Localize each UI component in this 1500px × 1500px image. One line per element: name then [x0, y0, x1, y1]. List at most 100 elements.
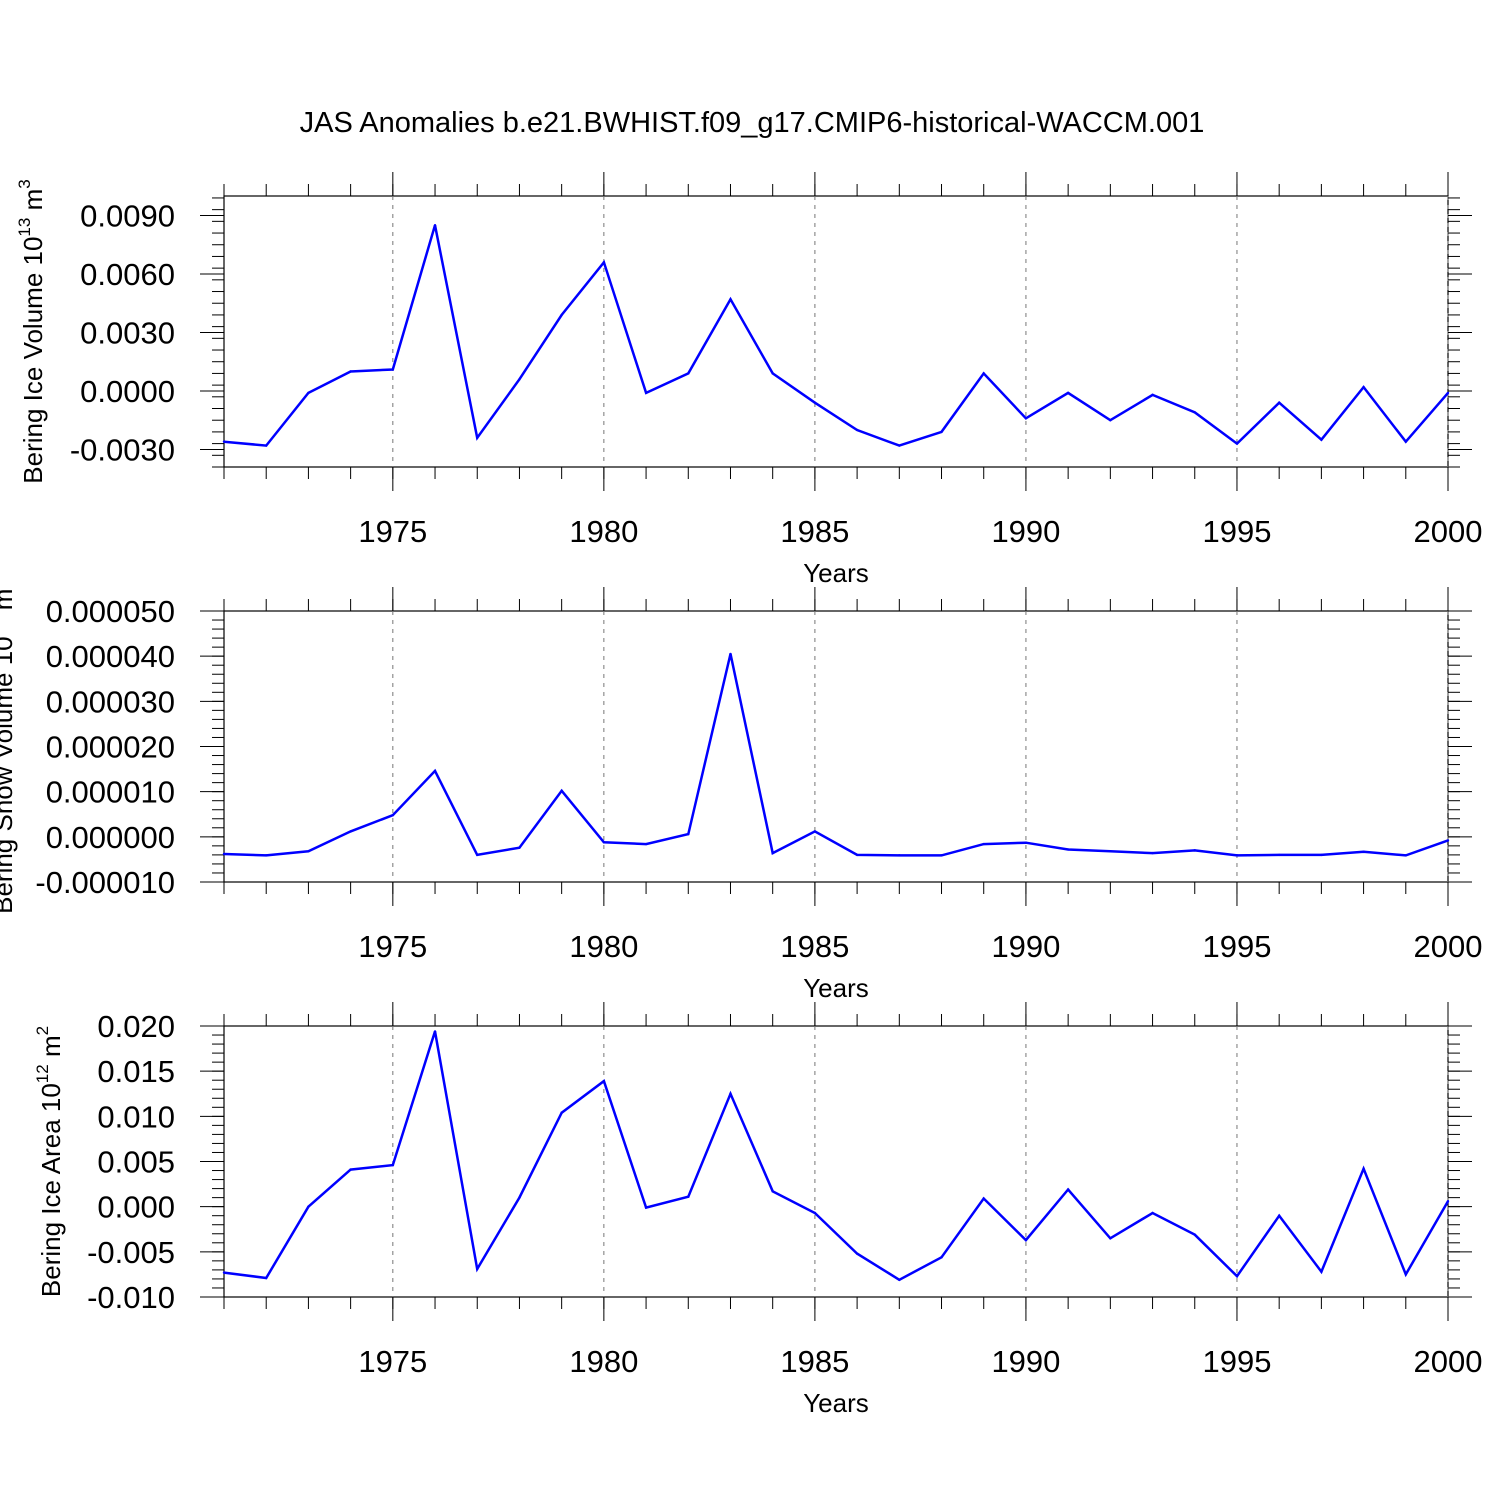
data-point — [1362, 850, 1365, 853]
data-point — [771, 372, 774, 375]
x-tick-label: 2000 — [1414, 1344, 1483, 1379]
data-point — [1320, 853, 1323, 857]
data-point — [898, 1278, 901, 1282]
data-point — [1277, 401, 1281, 404]
data-point — [1320, 1270, 1323, 1273]
y-tick-label: 0.020 — [97, 1009, 175, 1044]
plot-frame — [223, 195, 1449, 468]
x-tick-label: 2000 — [1414, 514, 1483, 549]
y-tick-label: 0.000050 — [46, 594, 175, 629]
data-point — [391, 813, 395, 817]
data-point — [940, 430, 943, 434]
data-point — [1193, 1233, 1196, 1236]
data-point — [265, 854, 268, 857]
x-axis-title: Years — [803, 1388, 869, 1418]
data-point — [1362, 1167, 1365, 1170]
data-point — [1235, 854, 1239, 857]
data-point — [1066, 391, 1070, 395]
data-point — [898, 444, 901, 447]
data-point — [265, 1276, 268, 1280]
data-point — [855, 1252, 859, 1255]
data-point — [1404, 440, 1407, 443]
data-point — [222, 852, 226, 856]
data-point — [855, 853, 859, 857]
series-line — [223, 1031, 1450, 1282]
data-point — [476, 1267, 479, 1271]
plot-frame — [223, 610, 1449, 883]
data-point — [1446, 391, 1450, 395]
data-point — [1024, 841, 1028, 844]
data-point — [349, 1168, 352, 1171]
series-line — [223, 653, 1449, 857]
data-point — [729, 1092, 732, 1095]
y-axis-title-base: Bering Ice Area 10 — [36, 1083, 66, 1297]
data-point — [307, 1205, 310, 1208]
y-axis-title-unit: m — [18, 189, 48, 218]
data-point — [1446, 1200, 1450, 1203]
data-point — [1446, 839, 1450, 842]
y-tick-label: 0.0060 — [80, 257, 175, 292]
data-point — [644, 391, 648, 395]
y-tick-label: 0.0030 — [80, 315, 175, 350]
y-axis-title-base: Bering Ice Volume 10 — [18, 237, 48, 484]
svg-text:Bering Ice Volume 1013 m3: Bering Ice Volume 1013 m3 — [15, 179, 48, 483]
data-point — [349, 370, 352, 373]
x-tick-label: 1995 — [1202, 929, 1271, 964]
x-tick-label: 1990 — [991, 929, 1060, 964]
y-tick-label: 0.000010 — [46, 775, 175, 810]
x-tick-label: 1980 — [569, 514, 638, 549]
data-point — [1193, 849, 1196, 852]
data-point — [729, 298, 732, 301]
y-tick-label: 0.000020 — [46, 730, 175, 765]
x-tick-label: 1985 — [780, 514, 849, 549]
data-point — [433, 1030, 437, 1033]
x-axis-title: Years — [803, 558, 869, 588]
data-point — [1320, 438, 1323, 441]
data-point — [687, 1195, 690, 1198]
y-axis-title-exp2: 3 — [0, 579, 4, 588]
data-point — [1109, 419, 1112, 422]
y-tick-label: -0.010 — [87, 1280, 175, 1315]
y-tick-label: 0.000000 — [46, 820, 175, 855]
y-axis-title-exp1: 13 — [15, 218, 34, 237]
data-point — [771, 851, 774, 855]
data-point — [687, 832, 690, 836]
data-point — [898, 854, 901, 857]
data-point — [982, 1197, 985, 1200]
x-tick-label: 1985 — [780, 1344, 849, 1379]
data-point — [855, 428, 859, 432]
y-tick-label: 0.005 — [97, 1145, 175, 1180]
data-point — [1193, 411, 1196, 414]
y-axis-title-exp2: 2 — [33, 1026, 52, 1035]
series-line — [223, 224, 1449, 447]
data-point — [1066, 1188, 1070, 1191]
y-tick-label: 0.0000 — [80, 374, 175, 409]
x-tick-label: 1995 — [1202, 1344, 1271, 1379]
data-point — [391, 1163, 395, 1167]
data-point — [1024, 417, 1028, 420]
data-point — [602, 1079, 606, 1083]
y-axis-title: Bering Snow Volume 1013 m3 — [0, 579, 18, 914]
y-axis-title-exp2: 3 — [15, 179, 34, 188]
x-tick-label: 1985 — [780, 929, 849, 964]
panel-ice-area: Bering Ice Area 1012 m2 Years -0.010 -0.0… — [33, 1002, 1482, 1418]
x-tick-label: 1980 — [569, 1344, 638, 1379]
y-axis-title-exp1: 12 — [33, 1064, 52, 1083]
data-point — [644, 1206, 648, 1209]
data-point — [1066, 848, 1070, 851]
svg-text:Bering Snow Volume 1013 m3: Bering Snow Volume 1013 m3 — [0, 579, 18, 914]
data-point — [644, 842, 648, 846]
data-point — [307, 391, 310, 395]
panel-snow-volume: Bering Snow Volume 1013 m3 Years -0.0000… — [0, 579, 1482, 1003]
x-tick-label: 2000 — [1414, 929, 1483, 964]
y-tick-label: 0.015 — [97, 1054, 175, 1089]
x-tick-label: 1990 — [991, 514, 1060, 549]
data-point — [1404, 1273, 1407, 1276]
data-point — [1024, 1238, 1028, 1242]
data-point — [349, 830, 352, 833]
data-point — [476, 436, 479, 439]
y-axis-title-unit: m — [0, 589, 18, 618]
data-point — [602, 841, 606, 844]
data-point — [1151, 1211, 1154, 1215]
